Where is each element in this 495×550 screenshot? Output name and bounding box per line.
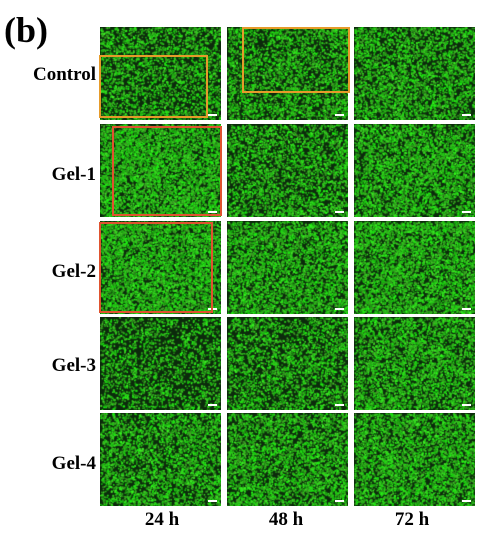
micrograph-gel-4-72-h: [354, 413, 475, 506]
row-label-gel-1: Gel-1: [51, 164, 96, 185]
scale-bar: [335, 114, 344, 116]
micrograph-gel-1-48-h: [227, 124, 348, 217]
micrograph-gel-2-72-h: [354, 221, 475, 314]
scale-bar: [208, 404, 217, 406]
scale-bar: [208, 211, 217, 213]
micrograph-gel-2-48-h: [227, 221, 348, 314]
scale-bar: [335, 404, 344, 406]
column-label-24h: 24 h: [144, 509, 180, 530]
scale-bar: [462, 404, 471, 406]
scale-bar: [335, 211, 344, 213]
scale-bar: [462, 114, 471, 116]
scale-bar: [208, 114, 217, 116]
scale-bar: [462, 211, 471, 213]
column-label-72h: 72 h: [394, 509, 430, 530]
scale-bar: [335, 500, 344, 502]
micrograph-control-24-h: [100, 27, 221, 120]
column-label-48h: 48 h: [268, 509, 304, 530]
row-label-gel-4: Gel-4: [51, 453, 96, 474]
micrograph-gel-3-24-h: [100, 317, 221, 410]
row-label-gel-3: Gel-3: [51, 355, 96, 376]
micrograph-gel-3-72-h: [354, 317, 475, 410]
micrograph-control-48-h: [227, 27, 348, 120]
scale-bar: [462, 308, 471, 310]
scale-bar: [462, 500, 471, 502]
panel-letter: (b): [4, 10, 48, 50]
micrograph-gel-2-24-h: [100, 221, 221, 314]
scale-bar: [335, 308, 344, 310]
micrograph-gel-1-72-h: [354, 124, 475, 217]
row-label-gel-2: Gel-2: [51, 261, 96, 282]
micrograph-gel-4-24-h: [100, 413, 221, 506]
micrograph-gel-3-48-h: [227, 317, 348, 410]
scale-bar: [208, 308, 217, 310]
scale-bar: [208, 500, 217, 502]
micrograph-gel-1-24-h: [100, 124, 221, 217]
micrograph-gel-4-48-h: [227, 413, 348, 506]
row-label-control: Control: [33, 64, 96, 85]
micrograph-control-72-h: [354, 27, 475, 120]
